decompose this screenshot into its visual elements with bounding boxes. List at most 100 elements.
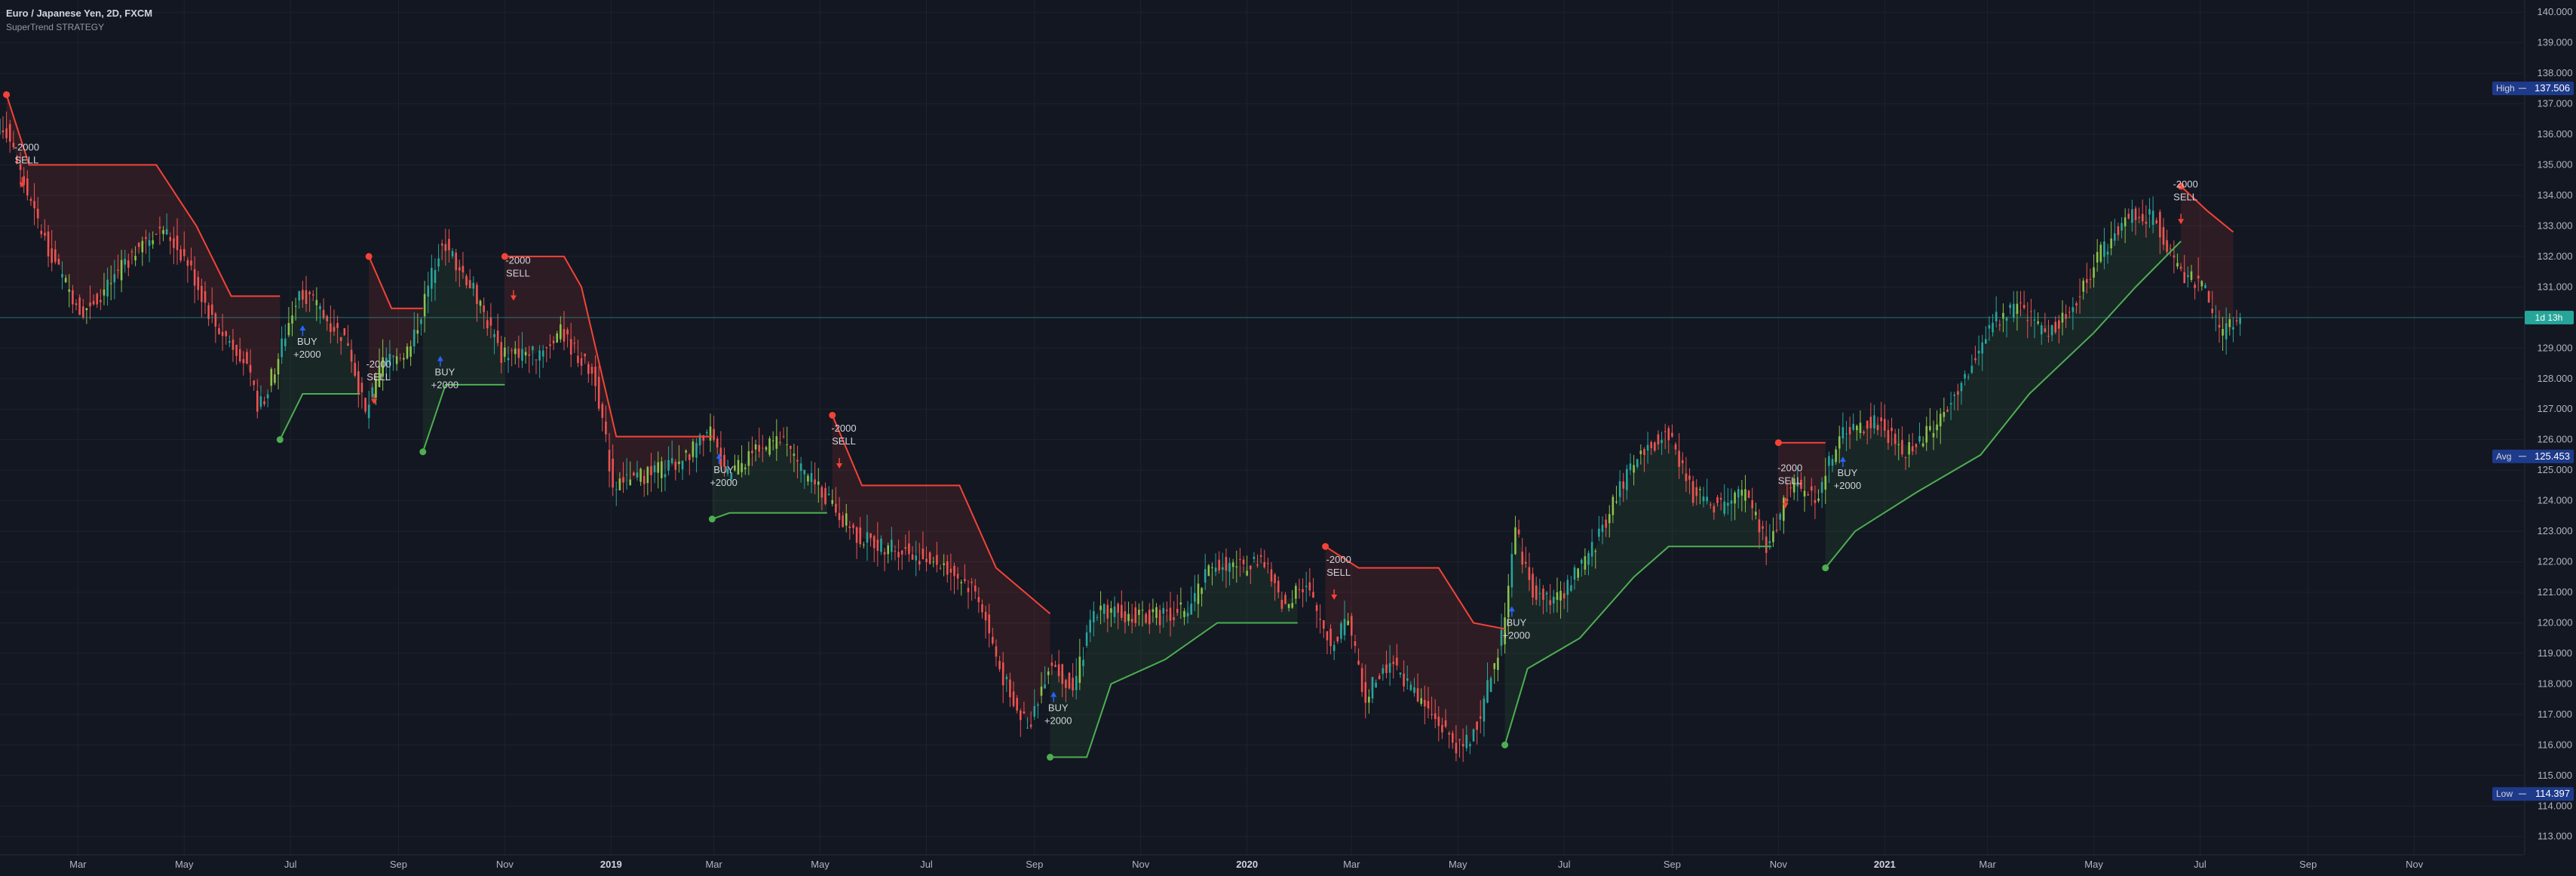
candle-body (1817, 498, 1820, 501)
candle-body (357, 371, 360, 395)
candle-body (1242, 559, 1245, 564)
candle-body (556, 333, 559, 343)
time-tick-label: Sep (1664, 859, 1681, 870)
candle-body (1992, 322, 1994, 333)
candle-body (152, 240, 154, 244)
candle-body (201, 285, 203, 303)
candle-body (590, 367, 593, 374)
price-axis: 113.000 114.000 115.000 116.000 117.000 118.0… (2492, 0, 2574, 855)
candle-body (1577, 568, 1579, 578)
candle-body (1312, 592, 1314, 598)
low-level-badge-bg (2492, 787, 2574, 801)
candle-body (392, 355, 394, 357)
candle-body (928, 552, 931, 564)
candle-body (2222, 329, 2224, 336)
candle-body (1152, 609, 1155, 613)
symbol-title[interactable]: Euro / Japanese Yen, 2D, FXCM (6, 8, 153, 19)
candle-body (594, 367, 596, 386)
candle-body (831, 499, 834, 504)
candle-body (1486, 680, 1489, 703)
candle-body (1201, 588, 1203, 595)
candle-body (1354, 641, 1357, 647)
candle-body (1876, 425, 1879, 430)
supertrend-fill-up (1825, 214, 2182, 568)
candle-body (238, 349, 241, 361)
candle-body (23, 176, 25, 186)
candle-body (1949, 403, 1952, 405)
candle-body (0, 118, 1, 135)
candle-body (1050, 662, 1053, 666)
candle-body (2030, 311, 2032, 312)
candle-body (1838, 436, 1841, 449)
candle-body (1594, 551, 1597, 552)
candle-body (863, 544, 865, 546)
candle-body (1723, 501, 1726, 514)
candle-body (612, 458, 614, 488)
signal-arrow-sell (836, 463, 843, 469)
signal-arrow-sell (1782, 503, 1789, 509)
candle-body (2134, 208, 2137, 220)
candle-body (1158, 610, 1161, 625)
candle-body (859, 527, 862, 545)
candle-body (1231, 562, 1234, 567)
candle-body (68, 289, 71, 292)
supertrend-fill-up (1050, 557, 1298, 758)
candle-body (1019, 710, 1022, 721)
candle-body (1461, 743, 1464, 747)
supertrend-flip-dot (419, 448, 427, 456)
candle-body (1510, 554, 1513, 588)
candle-body (1598, 528, 1600, 537)
candle-body (904, 547, 907, 549)
candle-body (541, 350, 544, 357)
grid (0, 0, 2523, 855)
candle-body (259, 396, 262, 407)
candle-body (734, 465, 736, 471)
candle-body (169, 236, 172, 241)
candle-body (900, 550, 903, 555)
candle-body (2, 130, 5, 133)
candle-body (1455, 742, 1458, 754)
candle-body (483, 305, 485, 312)
candle-body (514, 349, 517, 355)
candle-body (1584, 556, 1587, 570)
candle-body (1315, 605, 1318, 611)
candle-body (103, 289, 106, 296)
candle-body (1489, 678, 1492, 692)
candle-body (814, 479, 816, 484)
candle-body (347, 343, 349, 346)
signal-arrow-buy (1050, 691, 1057, 697)
candle-body (1562, 593, 1566, 599)
candle-body (1796, 482, 1799, 487)
candle-body (587, 364, 590, 374)
candle-body (409, 346, 412, 357)
candle-body (1995, 312, 1998, 322)
candle-body (1437, 716, 1440, 727)
candle-body (2037, 321, 2039, 324)
candle-body (1068, 672, 1071, 689)
indicator-title[interactable]: SuperTrend STRATEGY (6, 22, 105, 32)
candle-body (385, 358, 388, 366)
candle-body (521, 349, 523, 361)
price-tick-label: 116.000 (2538, 739, 2572, 750)
time-tick-label: Jul (1558, 859, 1571, 870)
candle-body (214, 313, 217, 327)
candle-body (364, 398, 366, 412)
candle-body (883, 552, 886, 555)
price-tick-label: 140.000 (2538, 6, 2573, 17)
candle-body (1186, 613, 1189, 616)
candle-body (1845, 433, 1848, 435)
candle-body (1719, 497, 1722, 500)
signal-label: -2000 (831, 423, 856, 434)
time-tick-label: Nov (1132, 859, 1150, 870)
signal-arrow-sell (1331, 595, 1338, 601)
candle-body (1145, 613, 1147, 623)
candle-body (569, 339, 572, 355)
candle-body (158, 226, 161, 229)
candle-body (1130, 619, 1133, 622)
candle-body (1183, 610, 1185, 617)
price-tick-label: 117.000 (2538, 708, 2572, 720)
candle-body (1831, 459, 1834, 466)
candle-body (130, 251, 133, 253)
supertrend-flip-dot (1501, 741, 1509, 748)
